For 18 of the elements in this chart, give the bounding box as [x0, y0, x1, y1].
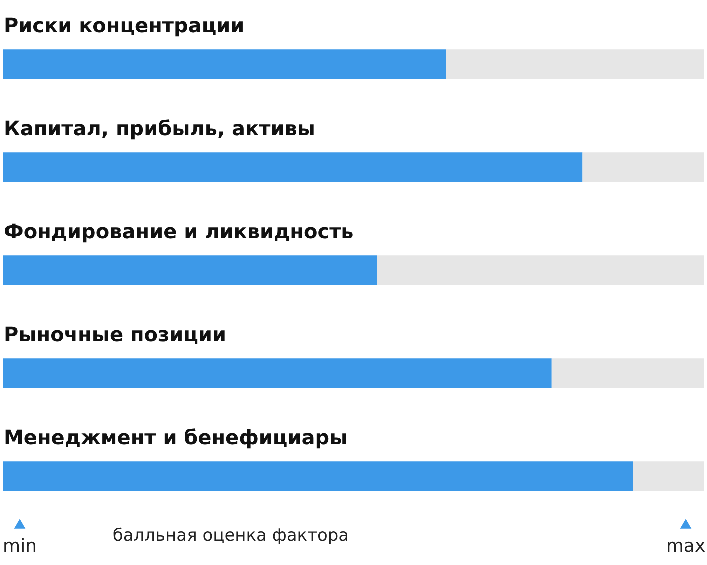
bar [552, 358, 704, 388]
y-tick-label: Рыночные позиции [4, 322, 227, 346]
bar [633, 462, 704, 492]
bar [446, 50, 704, 80]
bar [3, 152, 583, 182]
bar [3, 462, 634, 492]
annotation: max [666, 536, 706, 557]
bar [582, 152, 704, 182]
bar [3, 50, 446, 80]
y-tick-label: Фондирование и ликвидность [4, 220, 354, 244]
bar [377, 256, 704, 286]
y-tick-label: Менеджмент и бенефициары [4, 426, 348, 450]
bar [3, 256, 378, 286]
annotation: min [3, 536, 37, 557]
y-tick-label: Капитал, прибыль, активы [4, 116, 316, 140]
x-axis-title: балльная оценка фактора [112, 526, 350, 546]
y-tick-label: Риски концентрации [4, 14, 245, 38]
bar [3, 358, 552, 388]
